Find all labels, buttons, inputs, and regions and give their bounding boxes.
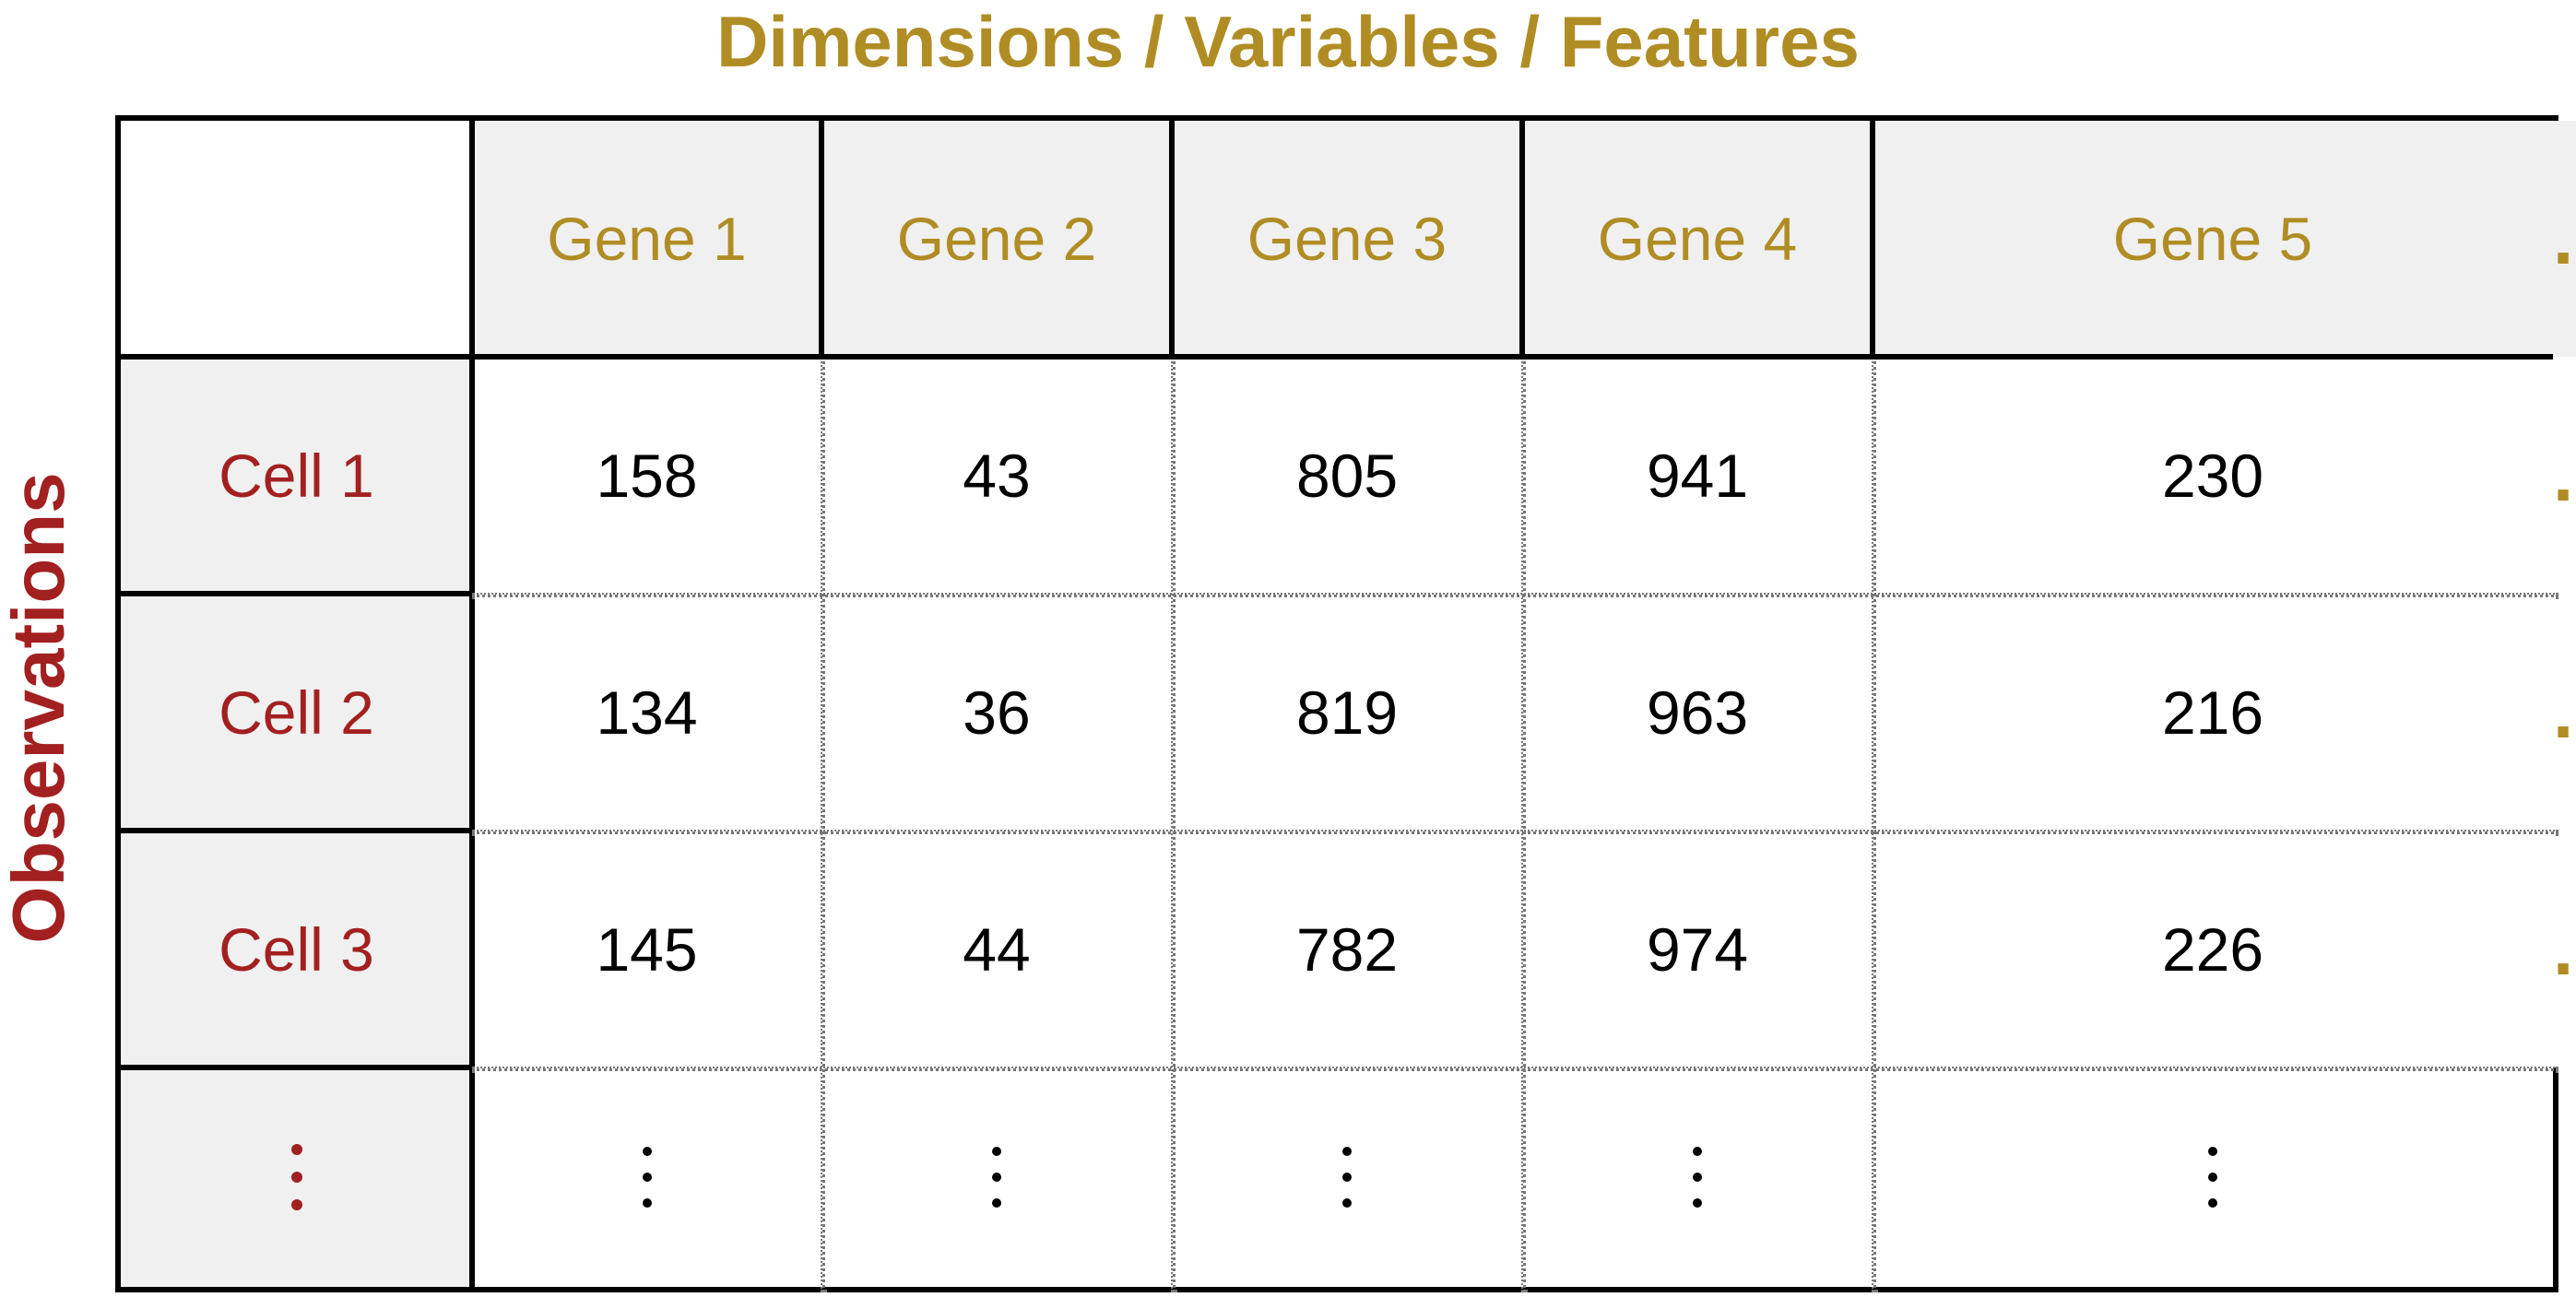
value-cell-text: 226 xyxy=(2161,914,2264,984)
value-cell: ... xyxy=(2553,831,2576,1067)
value-cell: 44 xyxy=(821,831,1172,1067)
grid-line-vertical-thin xyxy=(1521,357,1526,1292)
value-cell-text: 216 xyxy=(2161,678,2264,747)
value-cell-text: 43 xyxy=(963,441,1031,510)
value-cell: 974 xyxy=(1522,831,1873,1067)
value-cell-text: 134 xyxy=(596,678,698,747)
grid-line-vertical-thin xyxy=(821,357,825,1292)
value-cell: 819 xyxy=(1172,594,1522,831)
row-header-text: Cell 1 xyxy=(219,441,374,510)
grid-line-vertical-thick xyxy=(819,121,824,357)
grid-line-horizontal-thin xyxy=(472,593,2558,597)
column-header-text: Gene 1 xyxy=(547,205,747,273)
column-header-text: ... xyxy=(2553,196,2576,281)
grid-line-vertical-thick xyxy=(1870,121,1875,357)
column-header: Gene 3 xyxy=(1172,121,1522,357)
grid-line-vertical-thin xyxy=(1872,357,1876,1292)
value-cell-text: 158 xyxy=(596,441,698,510)
grid-line-horizontal-thin xyxy=(472,830,2558,834)
column-header-text: Gene 4 xyxy=(1597,205,1798,273)
grid-line-horizontal-thin xyxy=(472,1067,2558,1071)
value-cell: 226 xyxy=(1873,831,2553,1067)
value-cell-text: 963 xyxy=(1646,678,1749,747)
grid-line-horizontal-thick xyxy=(121,591,472,596)
row-header-text: Cell 2 xyxy=(219,678,374,747)
data-matrix: Gene 1 Gene 2 Gene 3 Gene 4 Gene 5... Cell 1 C… xyxy=(115,115,2576,1292)
vertical-ellipsis xyxy=(2208,1147,2217,1208)
grid-line-vertical-thick xyxy=(1519,121,1525,357)
value-cell: 230 xyxy=(1873,357,2553,594)
column-header: Gene 4 xyxy=(1522,121,1873,357)
value-cell: 941 xyxy=(1522,357,1873,594)
column-header-text: Gene 2 xyxy=(896,205,1097,273)
side-title: Observations xyxy=(0,472,79,944)
grid-line-vertical-thick xyxy=(469,121,475,1287)
value-cell: ⋮ xyxy=(472,1067,821,1287)
column-header-text: Gene 3 xyxy=(1247,205,1448,273)
value-cell-text: 44 xyxy=(963,914,1031,984)
row-header-text: Cell 3 xyxy=(219,914,374,984)
value-cell-text: ... xyxy=(2553,670,2576,755)
value-cell: ⋮ xyxy=(1873,1067,2553,1287)
value-cell-text: ... xyxy=(2553,433,2576,518)
value-cell: 216 xyxy=(1873,594,2553,831)
grid-line-horizontal-thick xyxy=(121,1065,472,1070)
grid-line-horizontal-thick xyxy=(121,354,2553,360)
row-header: ⋮ xyxy=(121,1067,472,1287)
row-header: Cell 3 xyxy=(121,831,472,1067)
value-cell: 782 xyxy=(1172,831,1522,1067)
value-cell-text: 230 xyxy=(2161,441,2264,510)
vertical-ellipsis xyxy=(1693,1147,1702,1208)
vertical-ellipsis xyxy=(290,1144,302,1210)
column-header: Gene 1 xyxy=(472,121,821,357)
value-cell: ⋮ xyxy=(821,1067,1172,1287)
value-cell: 963 xyxy=(1522,594,1873,831)
corner-cell xyxy=(121,121,472,357)
value-cell: ⋮ xyxy=(1522,1067,1873,1287)
value-cell-text: 782 xyxy=(1295,914,1399,984)
row-header: Cell 1 xyxy=(121,357,472,594)
value-cell-text: 819 xyxy=(1295,678,1399,747)
value-cell: ... xyxy=(2553,594,2576,831)
value-cell: 805 xyxy=(1172,357,1522,594)
column-header-text: Gene 5 xyxy=(2112,205,2313,273)
grid-line-horizontal-thick xyxy=(121,828,472,833)
grid-line-vertical-thick xyxy=(1169,121,1175,357)
value-cell: 43 xyxy=(821,357,1172,594)
value-cell-text: 145 xyxy=(596,914,698,984)
value-cell-text: 805 xyxy=(1295,441,1399,510)
value-cell-text: 974 xyxy=(1646,914,1749,984)
vertical-ellipsis xyxy=(642,1147,652,1208)
top-title: Dimensions / Variables / Features xyxy=(716,1,1860,82)
value-cell: 158 xyxy=(472,357,821,594)
column-header: Gene 5 xyxy=(1873,121,2553,357)
value-cell: 145 xyxy=(472,831,821,1067)
value-cell: ... xyxy=(2553,357,2576,594)
column-header: ... xyxy=(2553,121,2576,357)
value-cell: 134 xyxy=(472,594,821,831)
row-header: Cell 2 xyxy=(121,594,472,831)
value-cell-text: 36 xyxy=(963,678,1031,747)
grid-line-vertical-thin xyxy=(1171,357,1176,1292)
value-cell-text: 941 xyxy=(1646,441,1749,510)
vertical-ellipsis xyxy=(1342,1147,1352,1208)
value-cell: 36 xyxy=(821,594,1172,831)
column-header: Gene 2 xyxy=(821,121,1172,357)
vertical-ellipsis xyxy=(992,1147,1001,1208)
value-cell-text: ... xyxy=(2553,907,2576,992)
value-cell: ⋮ xyxy=(1172,1067,1522,1287)
